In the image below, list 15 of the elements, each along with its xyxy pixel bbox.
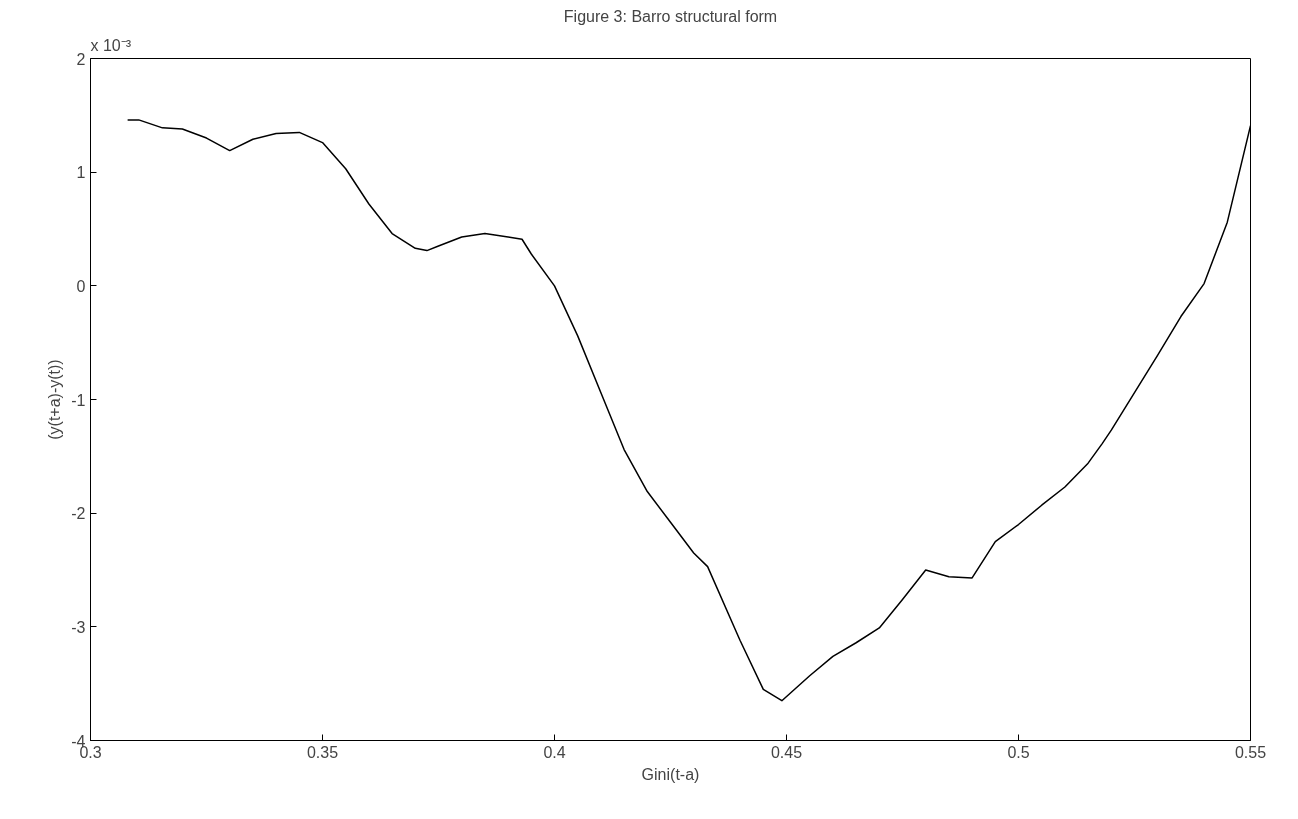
y-tick-label: -3 xyxy=(71,618,86,636)
y-axis-title: (y(t+a)-y(t)) xyxy=(46,359,64,440)
x-axis-title: Gini(t-a) xyxy=(641,765,700,783)
y-tick-label: -1 xyxy=(71,391,86,409)
x-tick-label: 0.55 xyxy=(1234,743,1267,761)
y-tick-label: 0 xyxy=(76,277,86,295)
y-tick-label: 2 xyxy=(76,50,86,68)
y-tick-label: -2 xyxy=(71,505,86,523)
x-tick-label: 0.45 xyxy=(770,743,803,761)
text: x 10⁻³ xyxy=(90,36,132,54)
x-tick-label: 0.5 xyxy=(1007,743,1030,761)
x-tick-label: 0.35 xyxy=(306,743,339,761)
y-tick-label: 1 xyxy=(76,164,86,182)
chart-title: Figure 3: Barro structural form xyxy=(563,7,778,25)
x-tick-label: 0.4 xyxy=(543,743,566,761)
